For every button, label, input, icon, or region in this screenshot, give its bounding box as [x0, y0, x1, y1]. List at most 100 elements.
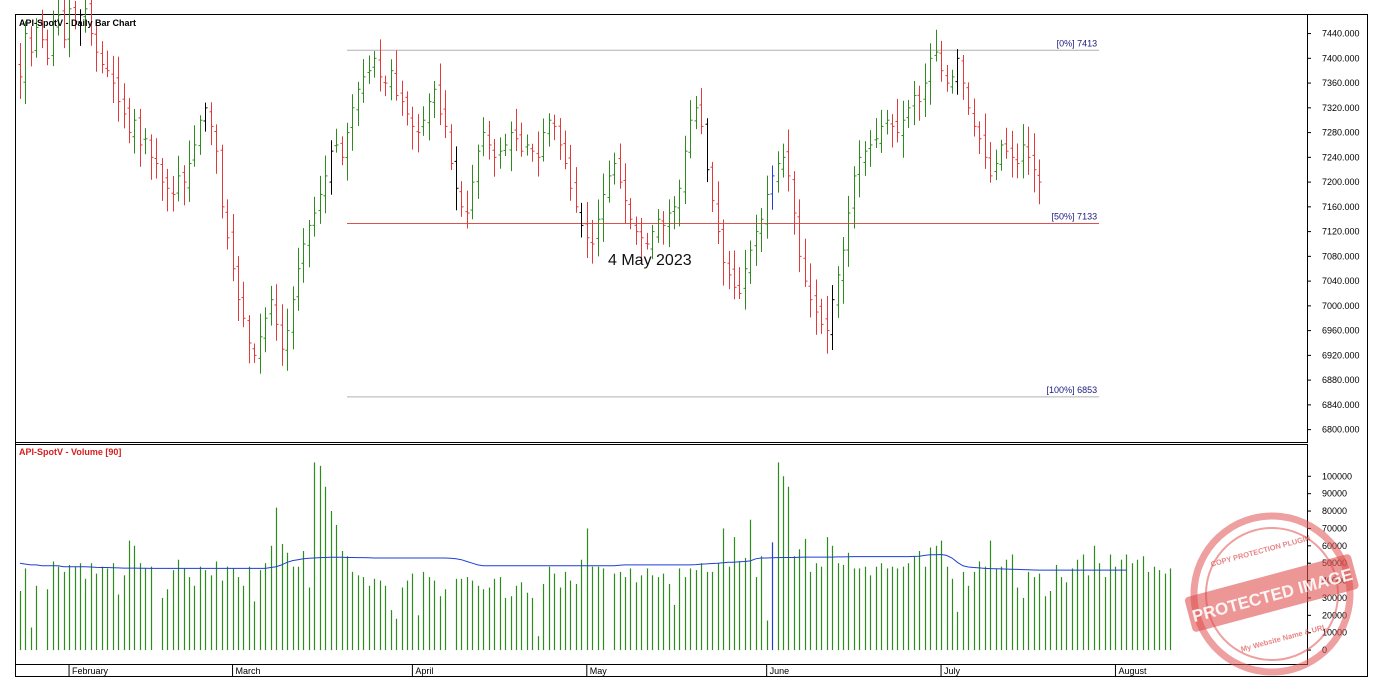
ohlc-bar [890, 114, 895, 148]
ohlc-bar [547, 113, 552, 147]
ohlc-bar [770, 165, 775, 210]
volume-tick-label: 30000 [1322, 593, 1347, 603]
ohlc-bar [748, 240, 753, 284]
ohlc-bar [62, 0, 67, 49]
volume-tick-label: 10000 [1322, 628, 1347, 638]
ohlc-bar [1021, 124, 1026, 179]
ohlc-bar [334, 128, 339, 153]
ohlc-bar [955, 49, 960, 95]
ohlc-bar [825, 296, 830, 354]
price-tick-label: 7440.000 [1322, 29, 1360, 39]
ohlc-bar [73, 0, 78, 30]
ohlc-bar [797, 199, 802, 273]
ohlc-bar [601, 173, 606, 242]
price-tick-label: 7160.000 [1322, 202, 1360, 212]
ohlc-bar [83, 0, 88, 33]
ohlc-bar [203, 102, 208, 132]
ohlc-bar [154, 138, 159, 179]
ohlc-bar [759, 208, 764, 252]
ohlc-bar [846, 195, 851, 267]
ohlc-bar [727, 250, 732, 290]
ohlc-bar [1010, 130, 1015, 178]
ohlc-bar [923, 63, 928, 118]
ohlc-bar [465, 190, 470, 229]
ohlc-bar [519, 122, 524, 157]
price-tick-label: 6920.000 [1322, 350, 1360, 360]
ohlc-bar [874, 118, 879, 149]
ohlc-bar [165, 168, 170, 212]
ohlc-bar [143, 128, 148, 155]
ohlc-bar [830, 285, 835, 350]
ohlc-bar [868, 130, 873, 167]
ohlc-bar [977, 121, 982, 154]
ohlc-bar [443, 90, 448, 139]
price-tick-label: 7080.000 [1322, 251, 1360, 261]
outer-frame [15, 14, 1368, 677]
ohlc-bar [721, 219, 726, 286]
price-tick-label: 7120.000 [1322, 227, 1360, 237]
ohlc-bar [563, 130, 568, 170]
volume-plot-border [15, 444, 1308, 665]
ohlc-bar [389, 59, 394, 101]
ohlc-bar [781, 143, 786, 178]
ohlc-bar [23, 21, 28, 104]
ohlc-bar [476, 144, 481, 199]
ohlc-bar [29, 26, 34, 67]
ohlc-bar [405, 91, 410, 126]
chart-annotation: 4 May 2023 [608, 252, 692, 269]
ohlc-bar [176, 155, 181, 202]
price-tick-label: 7360.000 [1322, 78, 1360, 88]
ohlc-bar [241, 281, 246, 328]
volume-moving-average-line [19, 553, 1127, 571]
ohlc-bar [1004, 127, 1009, 159]
month-label: June [770, 666, 790, 676]
price-tick-label: 7280.000 [1322, 128, 1360, 138]
ohlc-bar [312, 196, 317, 237]
ohlc-bar [994, 149, 999, 181]
ohlc-bar [574, 167, 579, 213]
ohlc-bar [901, 100, 906, 158]
ohlc-bar [225, 199, 230, 250]
ohlc-bar [34, 18, 39, 58]
ohlc-bar [416, 114, 421, 153]
ohlc-bar [220, 144, 225, 219]
ohlc-bar [116, 56, 121, 122]
ohlc-bar [803, 238, 808, 287]
ohlc-bar [498, 137, 503, 169]
ohlc-bar [258, 313, 263, 374]
month-label: May [590, 666, 608, 676]
ohlc-bar [285, 308, 290, 371]
ohlc-bar [329, 140, 334, 195]
ohlc-bar [269, 285, 274, 326]
ohlc-bar [18, 43, 23, 99]
ohlc-bar [449, 124, 454, 171]
ohlc-bar [438, 63, 443, 126]
ohlc-bar [427, 93, 432, 141]
ohlc-bar [209, 102, 214, 146]
ohlc-bar [307, 219, 312, 268]
ohlc-bar [400, 80, 405, 116]
ohlc-bar [1026, 126, 1031, 175]
volume-tick-label: 90000 [1322, 489, 1347, 499]
ohlc-bar [291, 286, 296, 350]
ohlc-series [18, 0, 1042, 374]
ohlc-bar [661, 211, 666, 245]
ohlc-bar [928, 43, 933, 105]
ohlc-bar [274, 284, 279, 341]
price-plot-border [15, 14, 1308, 443]
ohlc-bar [421, 106, 426, 136]
ohlc-bar [149, 134, 154, 180]
ohlc-bar [983, 113, 988, 169]
ohlc-bar [819, 298, 824, 334]
ohlc-bar [132, 108, 137, 154]
ohlc-bar [318, 175, 323, 224]
fib-level-label: [100%] 6853 [1047, 385, 1098, 395]
ohlc-bar [367, 55, 372, 84]
ohlc-bar [356, 81, 361, 127]
ohlc-bar [754, 214, 759, 266]
ohlc-bar [863, 141, 868, 176]
ohlc-bar [710, 161, 715, 213]
ohlc-bar [596, 199, 601, 257]
ohlc-bar [432, 80, 437, 119]
